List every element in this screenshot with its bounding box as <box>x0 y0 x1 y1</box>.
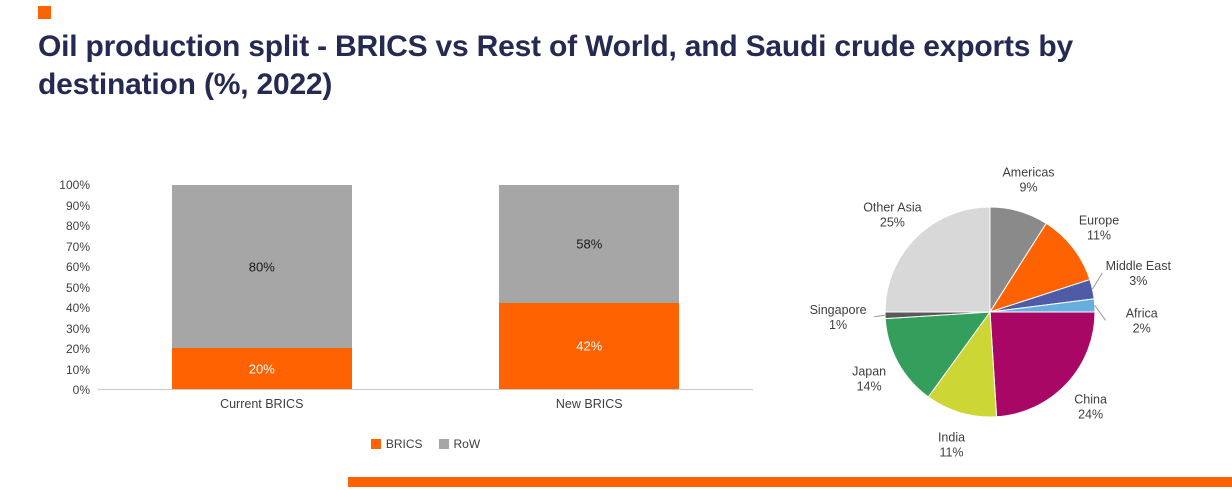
pie-slice-japan <box>884 311 992 398</box>
stacked-bar-new-brics: 58% 42% <box>499 185 680 389</box>
page-title: Oil production split - BRICS vs Rest of … <box>38 30 1073 102</box>
y-tick-label: 20% <box>65 342 90 356</box>
bar-value-label: 42% <box>576 338 603 354</box>
pie-slice-india <box>927 310 998 418</box>
y-tick-label: 40% <box>65 301 90 315</box>
legend-item-brics: BRICS <box>370 437 423 451</box>
bar-chart-plot-row: 0% 10% 20% 30% 40% 50% 60% 70% 80% 90% 100% 80% 20%… <box>40 178 760 397</box>
x-axis-label-current-brics: Current BRICS <box>220 397 304 411</box>
pie-slice-china <box>989 311 1096 418</box>
legend-swatch-icon <box>438 439 449 449</box>
pie-slice-other-asia <box>884 206 991 313</box>
pie-label-africa: Africa 2% <box>1126 307 1158 336</box>
bar-x-axis-labels: Current BRICS New BRICS <box>98 397 753 411</box>
pie-chart: Americas 9% Europe 11% Middle East 3% Africa 2%… <box>795 140 1232 485</box>
y-tick-label: 30% <box>65 321 90 336</box>
y-tick-label: 90% <box>65 198 90 213</box>
y-tick-label: 70% <box>65 239 90 254</box>
pie-leader-line-singapore <box>874 314 886 318</box>
y-tick-label: 10% <box>65 362 90 377</box>
brand-accent-square <box>38 6 51 19</box>
legend-item-row: RoW <box>438 437 481 451</box>
x-axis-label-new-brics: New BRICS <box>555 397 623 411</box>
pie-slice-europe <box>988 222 1091 313</box>
bar-chart-legend: BRICS RoW <box>98 437 753 451</box>
y-tick-label: 60% <box>65 260 90 274</box>
bar-y-axis: 0% 10% 20% 30% 40% 50% 60% 70% 80% 90% 100% <box>40 178 98 397</box>
bar-value-label: 20% <box>248 361 275 377</box>
bottom-accent-bar <box>348 477 1232 487</box>
pie-label-middle-east: Middle East 3% <box>1106 259 1172 288</box>
bar-segment-row: 80% <box>171 185 352 349</box>
pie-label-japan: Japan 14% <box>852 365 886 394</box>
pie-label-singapore: Singapore 1% <box>810 303 867 332</box>
bar-value-label: 58% <box>576 236 603 252</box>
stacked-bar-current-brics: 80% 20% <box>171 185 352 389</box>
pie-label-europe: Europe 11% <box>1079 213 1119 242</box>
pie-label-americas: Americas 9% <box>1002 166 1054 195</box>
y-tick-label: 0% <box>72 383 90 397</box>
pie-svg: Americas 9% Europe 11% Middle East 3% Africa 2%… <box>810 166 1172 460</box>
y-tick-label: 100% <box>59 178 90 192</box>
bar-segment-brics: 20% <box>171 348 352 389</box>
legend-swatch-icon <box>370 439 381 449</box>
bar-segment-brics: 42% <box>499 303 680 389</box>
pie-label-india: India 11% <box>938 431 965 460</box>
legend-label: RoW <box>453 437 481 451</box>
pie-label-china: China 24% <box>1074 393 1107 422</box>
bar-plot: 80% 20% 58% 42% <box>98 185 753 390</box>
legend-label: BRICS <box>385 437 423 451</box>
y-tick-label: 80% <box>65 219 90 233</box>
y-tick-label: 50% <box>65 280 90 295</box>
pie-label-other-asia: Other Asia 25% <box>863 200 921 229</box>
bar-segment-row: 58% <box>499 185 680 304</box>
bar-value-label: 80% <box>248 259 275 275</box>
bar-chart: 0% 10% 20% 30% 40% 50% 60% 70% 80% 90% 100% 80% 20%… <box>40 178 760 451</box>
pie-leader-line-middle-east <box>1092 272 1103 290</box>
pie-leader-line-africa <box>1094 305 1107 321</box>
